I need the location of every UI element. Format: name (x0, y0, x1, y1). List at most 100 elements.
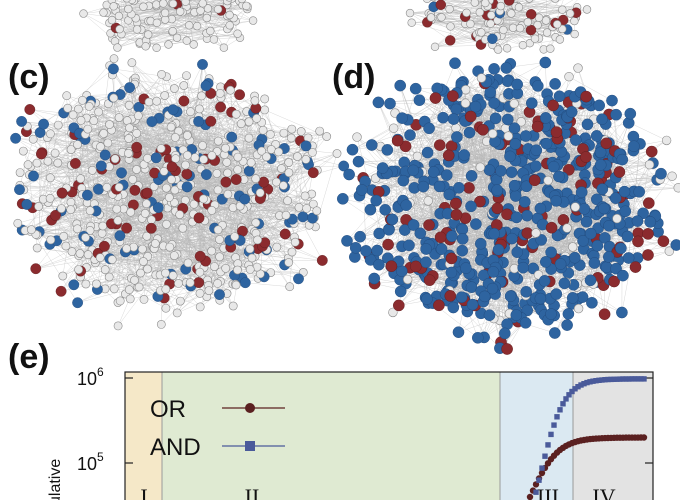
network-node (368, 272, 381, 285)
network-node (426, 13, 436, 22)
network-node (499, 25, 508, 35)
network-node (215, 252, 224, 262)
network-node (85, 206, 95, 216)
network-node (114, 230, 126, 242)
network-node (182, 71, 191, 80)
network-edge (96, 248, 258, 285)
network-node (95, 160, 107, 172)
network-node (24, 104, 36, 115)
network-node (174, 278, 183, 288)
network-node (18, 146, 28, 156)
network-node (233, 29, 242, 38)
network-node (287, 124, 297, 134)
network-node (503, 0, 515, 6)
network-edge (128, 8, 166, 14)
network-node (162, 219, 171, 229)
network-node (185, 278, 195, 288)
network-node (182, 36, 192, 45)
network-node (225, 10, 234, 20)
network-node (213, 185, 223, 195)
network-node (99, 149, 111, 161)
network-node (205, 115, 217, 127)
network-node (79, 9, 88, 18)
network-node (73, 224, 82, 234)
network-node (125, 123, 134, 133)
network-edge (119, 28, 194, 45)
network-node (142, 231, 152, 241)
network-node (565, 9, 575, 18)
network-node (220, 176, 232, 188)
network-node (53, 120, 63, 130)
network-edge (115, 27, 214, 40)
network-node (290, 237, 300, 247)
network-edge (114, 158, 121, 301)
network-node (244, 117, 254, 127)
network-node (87, 165, 97, 175)
network-node (297, 211, 309, 223)
network-node (45, 193, 55, 203)
network-node (169, 84, 179, 93)
network-node (114, 11, 124, 21)
network-node (194, 104, 204, 114)
network-panel-a (79, 0, 258, 52)
network-node (502, 44, 512, 53)
network-node (131, 141, 143, 153)
network-node (28, 134, 38, 144)
network-node (322, 132, 332, 141)
network-node (223, 168, 232, 178)
network-node (99, 240, 110, 252)
network-node (13, 218, 23, 228)
network-node (496, 1, 505, 11)
network-node (278, 181, 288, 190)
network-edge (230, 84, 250, 139)
network-node (518, 40, 528, 50)
network-panel-d (336, 56, 680, 355)
network-node (198, 0, 207, 8)
network-node (230, 232, 240, 241)
network-node (189, 40, 198, 49)
network-edge (453, 0, 475, 3)
network-node (207, 246, 217, 256)
network-node (315, 126, 325, 136)
network-node (302, 203, 311, 213)
network-node (384, 97, 396, 110)
network-edge (78, 108, 95, 204)
network-node (214, 289, 225, 300)
network-node (260, 105, 270, 115)
network-node (139, 2, 148, 11)
network-node (164, 192, 174, 202)
network-node (667, 171, 677, 181)
network-edge (80, 270, 141, 274)
network-node (15, 168, 25, 177)
network-edge (148, 17, 207, 35)
network-edge (245, 282, 290, 287)
network-node (199, 154, 208, 164)
network-node (233, 152, 243, 162)
network-node (245, 244, 255, 254)
network-node (175, 296, 185, 306)
network-edge (186, 75, 204, 199)
network-edge (213, 15, 228, 40)
network-node (32, 158, 42, 168)
network-node (115, 25, 124, 34)
network-node (215, 235, 224, 244)
network-node (167, 175, 176, 184)
network-node (475, 8, 484, 17)
network-node (258, 125, 268, 135)
network-node (45, 173, 55, 183)
network-node (50, 209, 61, 221)
network-node (38, 118, 49, 130)
network-node (447, 301, 460, 314)
network-node (616, 306, 628, 319)
network-node (181, 168, 193, 180)
network-node (146, 116, 158, 128)
network-node (183, 258, 193, 268)
network-node (23, 160, 33, 170)
network-node (463, 182, 475, 194)
network-node (168, 27, 177, 36)
network-node (488, 97, 500, 109)
network-node (445, 4, 454, 14)
network-edge (449, 0, 488, 7)
network-node (306, 212, 318, 224)
